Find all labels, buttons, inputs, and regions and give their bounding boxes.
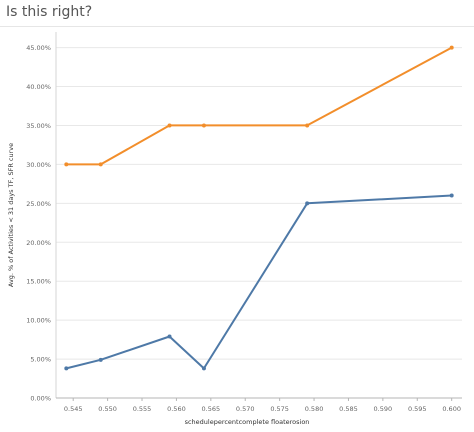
y-tick-label: 5.00% [30, 356, 51, 364]
data-point[interactable] [64, 162, 69, 167]
data-point[interactable] [201, 123, 206, 128]
y-tick-label: 10.00% [26, 317, 51, 325]
data-point[interactable] [449, 45, 454, 50]
data-point[interactable] [201, 366, 206, 371]
data-point[interactable] [167, 123, 172, 128]
data-point[interactable] [98, 162, 103, 167]
data-point[interactable] [167, 334, 172, 339]
title-divider [0, 26, 474, 27]
y-tick-label: 15.00% [26, 278, 51, 286]
x-tick-labels: 0.545 0.550 0.555 0.560 0.565 0.570 0.575 0.580… [64, 405, 461, 413]
x-tick-label: 0.585 [339, 405, 358, 413]
y-tick-label: 30.00% [26, 161, 51, 169]
y-tick-labels: 0.00% 5.00% 10.00% 15.00% 20.00% 25.00% 30.00%… [26, 44, 51, 402]
data-point[interactable] [305, 123, 310, 128]
series-line-1 [66, 46, 453, 166]
x-tick-label: 0.600 [442, 405, 461, 413]
x-tick-label: 0.590 [374, 405, 393, 413]
x-tick-label: 0.560 [167, 405, 186, 413]
y-axis-title: Avg. % of Activities < 31 days TF, SFR c… [7, 143, 15, 287]
x-tick-label: 0.595 [408, 405, 427, 413]
data-point[interactable] [305, 201, 310, 206]
data-point[interactable] [449, 193, 454, 198]
x-tick-label: 0.565 [202, 405, 221, 413]
axes [55, 32, 462, 401]
y-tick-label: 40.00% [26, 83, 51, 91]
y-tick-label: 35.00% [26, 122, 51, 130]
y-tick-label: 45.00% [26, 44, 51, 52]
chart-title: Is this right? [6, 4, 93, 20]
data-point[interactable] [98, 357, 103, 362]
x-tick-label: 0.550 [98, 405, 117, 413]
y-tick-label: 25.00% [26, 200, 51, 208]
x-tick-label: 0.580 [305, 405, 324, 413]
y-tick-label: 20.00% [26, 239, 51, 247]
x-tick-label: 0.570 [236, 405, 255, 413]
grid-lines [56, 47, 462, 360]
y-tick-label: 0.00% [30, 395, 51, 403]
x-tick-label: 0.545 [64, 405, 83, 413]
x-tick-label: 0.575 [270, 405, 289, 413]
data-point[interactable] [64, 366, 69, 371]
x-axis-title: schedulepercentcomplete floaterosion [185, 418, 310, 426]
x-tick-label: 0.555 [133, 405, 152, 413]
series-line-2 [66, 194, 452, 370]
series-lines [64, 45, 454, 371]
